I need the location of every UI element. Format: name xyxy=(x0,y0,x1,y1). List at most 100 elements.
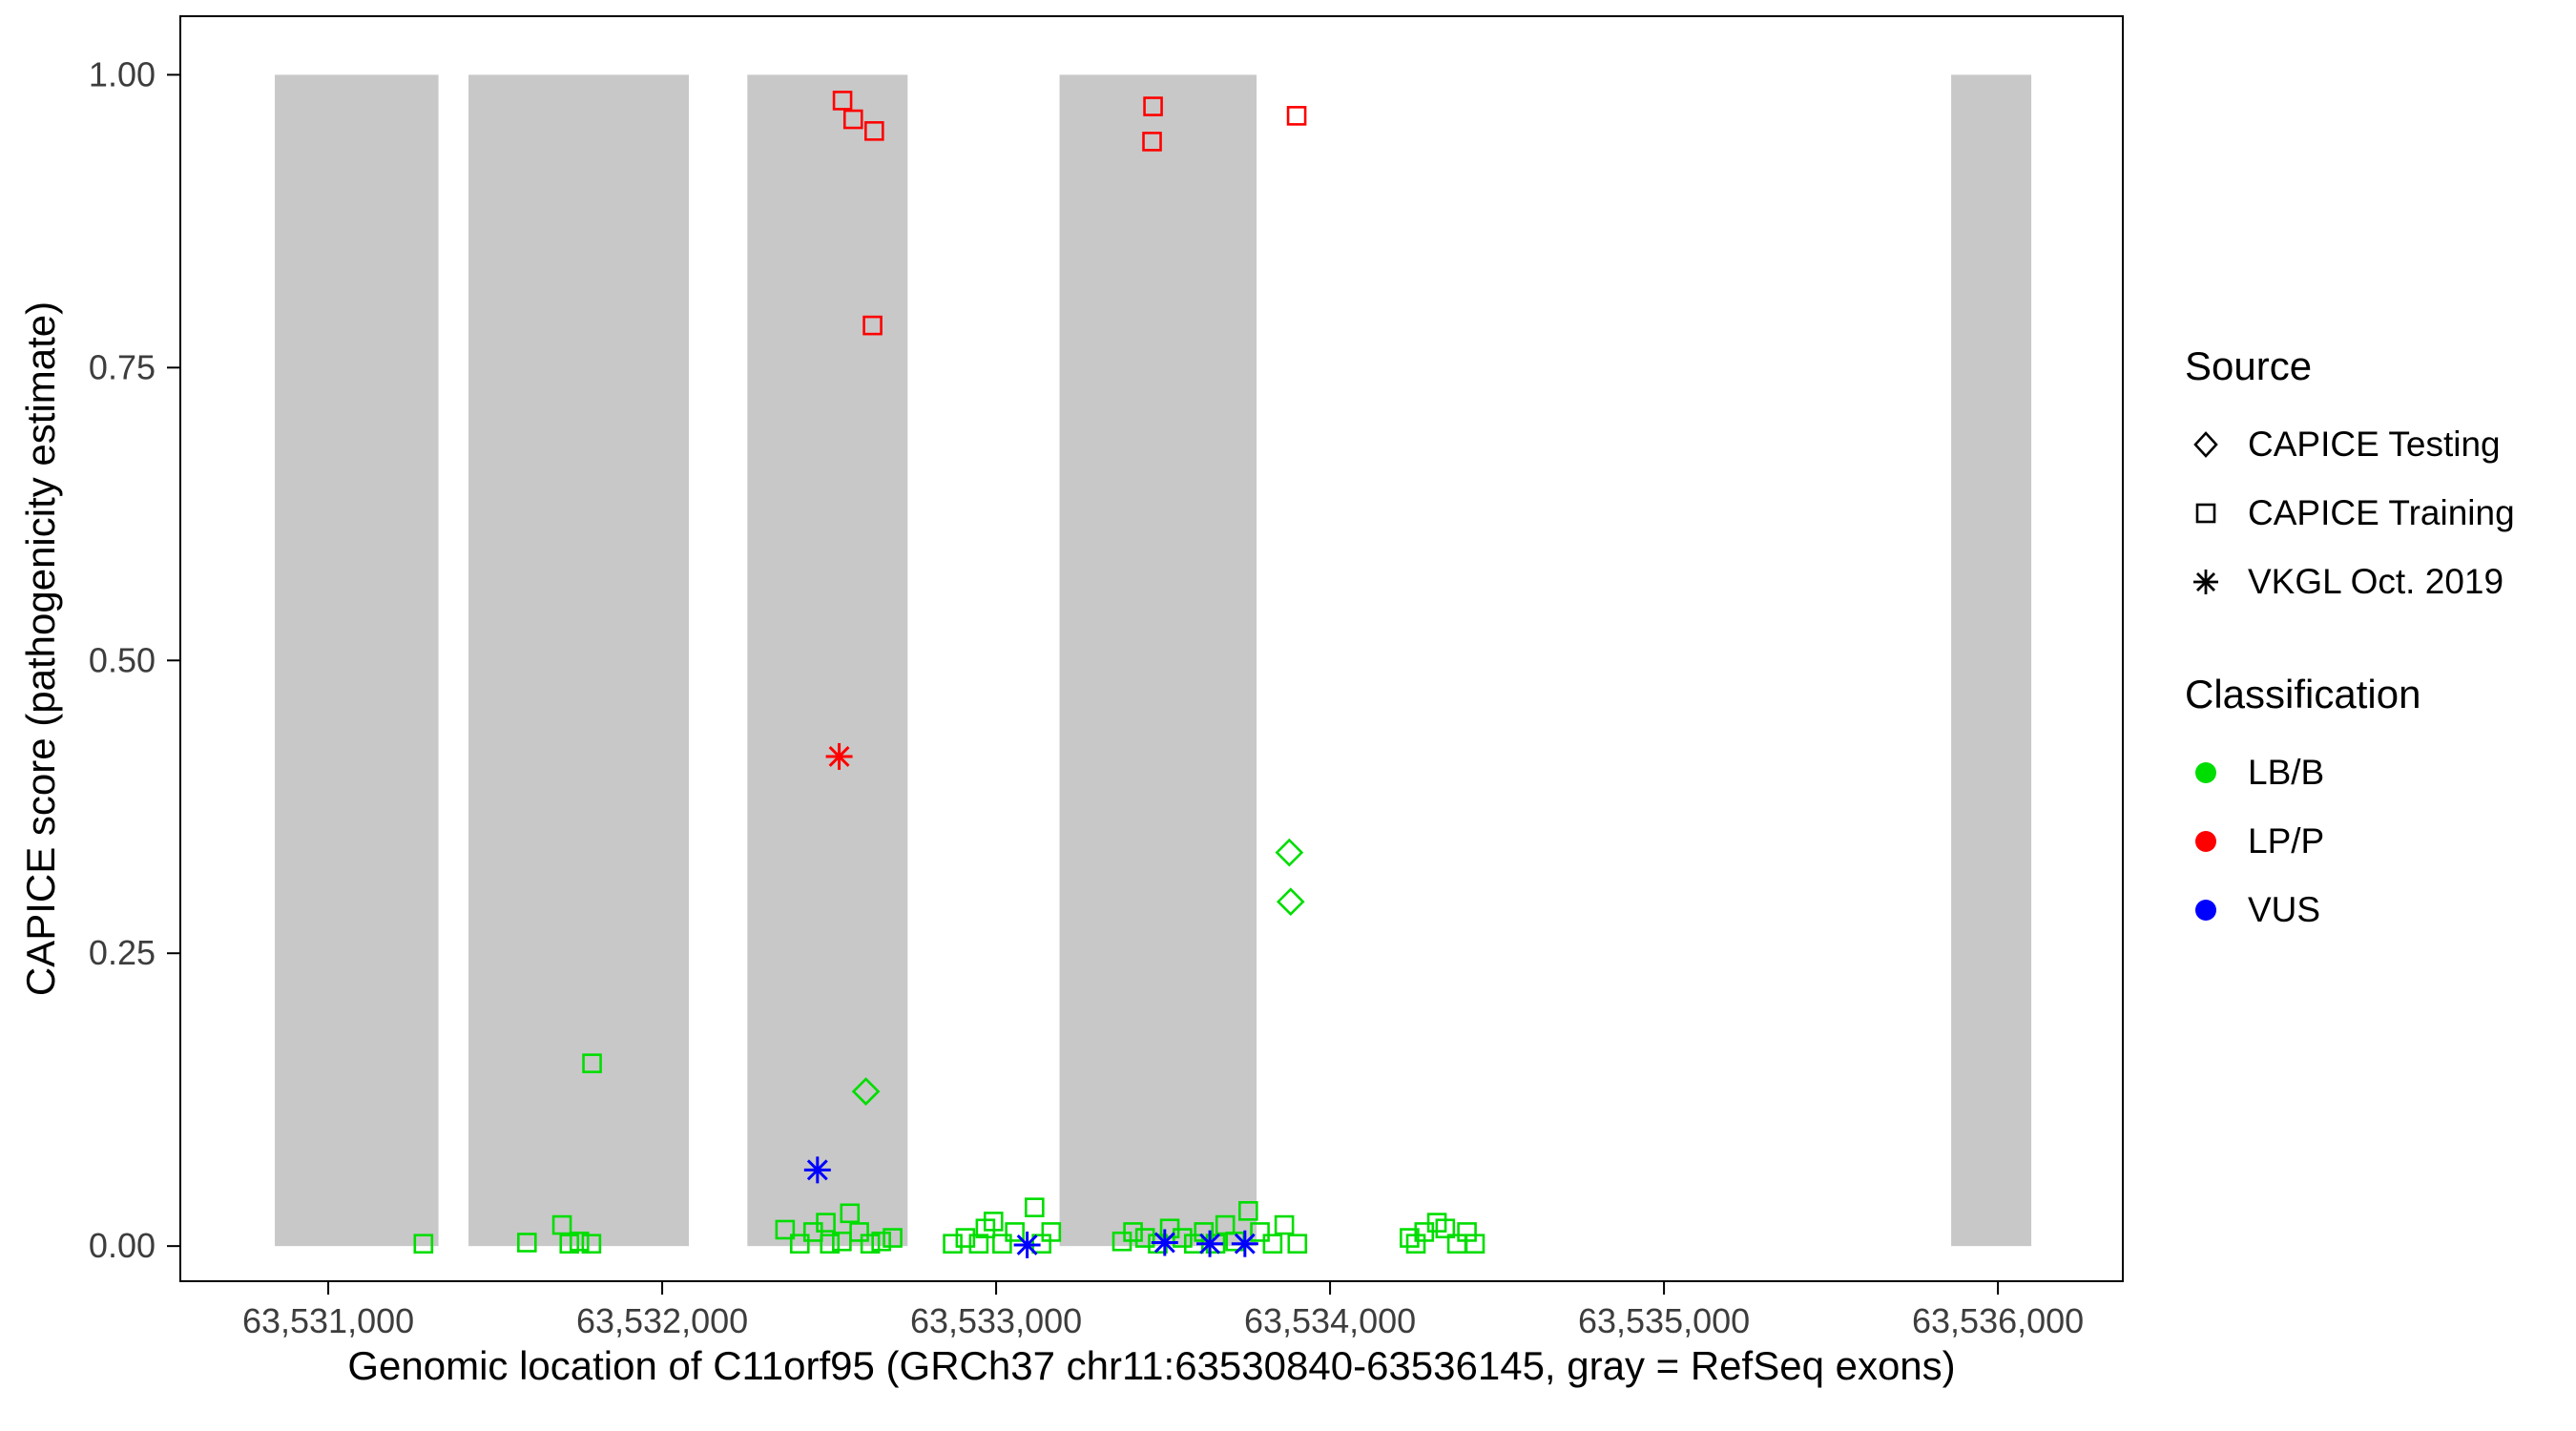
x-tick-label: 63,534,000 xyxy=(1244,1301,1416,1340)
data-point-square xyxy=(1435,1218,1456,1239)
data-point-square xyxy=(1025,1197,1045,1217)
data-point-square xyxy=(860,1234,881,1255)
x-tick-label: 63,536,000 xyxy=(1912,1301,2084,1340)
legend-item-vkgl: VKGL Oct. 2019 xyxy=(2185,548,2515,616)
asterisk-arm xyxy=(806,1159,828,1181)
asterisk-arm xyxy=(1234,1233,1256,1255)
legend-item-label: LP/P xyxy=(2248,821,2325,861)
data-point-square xyxy=(1465,1234,1485,1255)
data-point-square xyxy=(816,1213,836,1233)
y-tick-label: 0.25 xyxy=(89,933,156,972)
data-point-square xyxy=(1250,1222,1270,1242)
red-dot-icon xyxy=(2195,831,2216,852)
asterisk-arm xyxy=(1199,1233,1221,1255)
y-tick-label: 0.75 xyxy=(89,347,156,386)
data-point-diamond xyxy=(851,1077,881,1106)
legend-source-title: Source xyxy=(2185,343,2313,388)
data-point-square xyxy=(1143,96,1163,116)
legend-classification-title: Classification xyxy=(2185,672,2421,716)
data-point-square xyxy=(1215,1214,1236,1235)
square-icon xyxy=(2195,503,2216,524)
data-point-square xyxy=(983,1212,1004,1232)
data-point-square xyxy=(581,1234,602,1255)
y-tick-label: 0.00 xyxy=(89,1226,156,1265)
data-point-diamond xyxy=(1275,838,1304,867)
y-tick-label: 1.00 xyxy=(89,54,156,93)
y-axis-title: CAPICE score (pathogenicity estimate) xyxy=(18,301,63,997)
legend-item-vus: VUS xyxy=(2185,876,2515,944)
data-point-square xyxy=(569,1231,590,1252)
data-point-square xyxy=(840,1203,861,1224)
blue-dot-icon xyxy=(2195,900,2216,921)
green-dot-icon xyxy=(2195,762,2216,783)
data-point-square xyxy=(1238,1201,1258,1221)
refseq-exon-rect xyxy=(747,74,908,1247)
data-point-square xyxy=(864,121,884,141)
asterisk-arm xyxy=(1016,1234,1038,1255)
data-point-square xyxy=(1123,1222,1143,1242)
asterisk-arm xyxy=(828,745,850,767)
refseq-exon-rect xyxy=(468,74,690,1247)
legend-item-label: CAPICE Testing xyxy=(2248,425,2501,464)
data-point-asterisk xyxy=(1196,1230,1224,1257)
data-point-square xyxy=(1173,1228,1193,1248)
legend-group-classification: Classification LB/B LP/P VUS xyxy=(2185,672,2515,944)
data-point-square xyxy=(955,1228,976,1248)
legend: Source CAPICE Testing CAPICE Training xyxy=(2185,343,2515,944)
x-tick-label: 63,535,000 xyxy=(1578,1301,1750,1340)
legend-group-source: Source CAPICE Testing CAPICE Training xyxy=(2185,343,2515,616)
data-point-square xyxy=(883,1228,903,1248)
data-point-square xyxy=(849,1222,869,1242)
asterisk-arm xyxy=(1153,1232,1175,1254)
legend-item-capice-testing: CAPICE Testing xyxy=(2185,410,2515,479)
data-point-square xyxy=(871,1231,891,1252)
data-point-square xyxy=(832,91,853,111)
data-point-square xyxy=(943,1234,963,1255)
data-point-square xyxy=(820,1234,841,1255)
x-tick-label: 63,531,000 xyxy=(242,1301,414,1340)
refseq-exon-rect xyxy=(1951,74,2032,1247)
legend-item-capice-training: CAPICE Training xyxy=(2185,479,2515,548)
data-point-square xyxy=(862,315,883,336)
legend-item-label: VKGL Oct. 2019 xyxy=(2248,562,2504,601)
data-point-asterisk xyxy=(1231,1230,1258,1257)
data-point-square xyxy=(559,1234,580,1255)
data-point-square xyxy=(1286,106,1307,126)
data-point-square xyxy=(789,1234,810,1255)
data-point-square xyxy=(582,1053,602,1073)
legend-item-label: CAPICE Training xyxy=(2248,493,2515,532)
refseq-exon-rect xyxy=(275,74,439,1247)
data-point-square xyxy=(968,1234,989,1255)
data-point-square xyxy=(1287,1234,1308,1255)
data-point-asterisk xyxy=(1151,1229,1178,1256)
x-tick-label: 63,533,000 xyxy=(910,1301,1082,1340)
data-point-square xyxy=(1262,1234,1283,1255)
legend-item-lbb: LB/B xyxy=(2185,738,2515,807)
data-point-square xyxy=(413,1234,434,1255)
data-point-asterisk xyxy=(825,742,853,770)
data-point-square xyxy=(1400,1228,1420,1248)
data-point-square xyxy=(1194,1222,1215,1242)
legend-item-lpp: LP/P xyxy=(2185,807,2515,876)
data-point-square xyxy=(775,1219,796,1240)
data-point-square xyxy=(1274,1214,1295,1235)
panel-border xyxy=(179,15,2124,1282)
data-point-square xyxy=(517,1233,537,1253)
data-point-asterisk xyxy=(1013,1231,1041,1258)
y-tick-label: 0.50 xyxy=(89,640,156,679)
data-point-square xyxy=(1041,1222,1062,1242)
data-point-square xyxy=(842,109,863,130)
data-point-diamond xyxy=(1276,887,1305,917)
data-point-square xyxy=(551,1214,572,1235)
legend-item-label: LB/B xyxy=(2248,753,2325,792)
data-point-asterisk xyxy=(803,1156,831,1184)
legend-item-label: VUS xyxy=(2248,890,2321,929)
x-axis-title: Genomic location of C11orf95 (GRCh37 chr… xyxy=(347,1343,1956,1388)
asterisk-icon xyxy=(2193,570,2218,594)
data-point-square xyxy=(1005,1222,1025,1242)
data-point-square xyxy=(1134,1228,1155,1248)
data-point-square xyxy=(1142,132,1162,152)
x-tick-label: 63,532,000 xyxy=(576,1301,748,1340)
